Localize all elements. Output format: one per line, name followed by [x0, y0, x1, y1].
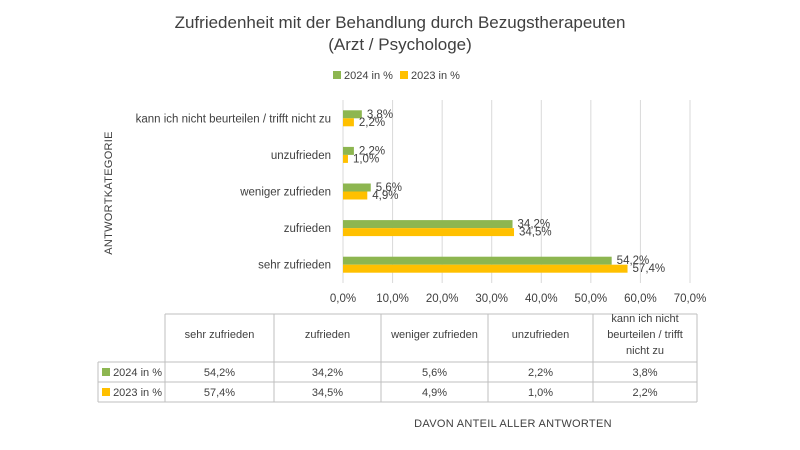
table-header: unzufrieden	[512, 329, 570, 341]
chart-title: Zufriedenheit mit der Behandlung durch B…	[175, 13, 626, 32]
table-row-swatch	[102, 368, 110, 376]
x-tick-label: 0,0%	[330, 293, 356, 305]
bar-2023	[343, 191, 368, 200]
table-header: weniger zufrieden	[390, 329, 478, 341]
table-row-label: 2023 in %	[113, 387, 162, 399]
table-header: zufrieden	[305, 329, 350, 341]
table-cell: 1,0%	[528, 387, 553, 399]
data-label: 34,2%	[518, 219, 551, 231]
table-row-swatch	[102, 388, 110, 396]
data-label: 4,9%	[372, 190, 398, 202]
data-label: 54,2%	[617, 255, 650, 267]
data-label: 3,8%	[367, 109, 393, 121]
legend-label: 2024 in %	[344, 70, 393, 82]
data-label: 2,2%	[359, 145, 385, 157]
legend-swatch-2024	[333, 71, 341, 79]
bar-2024	[343, 256, 612, 265]
table-cell: 57,4%	[204, 387, 235, 399]
bar-2024	[343, 146, 354, 155]
bar-2024	[343, 183, 371, 192]
gridlines	[342, 100, 691, 283]
chart-subtitle: (Arzt / Psychologe)	[328, 35, 472, 54]
table-cell: 5,6%	[422, 367, 447, 379]
x-tick-label: 50,0%	[575, 293, 608, 305]
bar-2023	[343, 118, 354, 127]
table-header: nicht zu	[626, 345, 664, 357]
category-label: sehr zufrieden	[258, 260, 331, 272]
table-cell: 2,2%	[528, 367, 553, 379]
bar-2023	[343, 264, 628, 273]
data-label: 34,5%	[519, 227, 552, 239]
x-tick-label: 30,0%	[475, 293, 508, 305]
bar-2023	[343, 154, 348, 163]
category-label: unzufrieden	[271, 150, 331, 162]
legend-label: 2023 in %	[411, 70, 460, 82]
x-tick-label: 40,0%	[525, 293, 558, 305]
x-tick-label: 10,0%	[376, 293, 409, 305]
table-cell: 54,2%	[204, 367, 235, 379]
table-row-label: 2024 in %	[113, 367, 162, 379]
y-axis-title: ANTWORTKATEGORIE	[103, 131, 115, 255]
table-header: kann ich nicht	[611, 313, 678, 325]
bars: 54,2%57,4%34,2%34,5%5,6%4,9%2,2%1,0%3,8%…	[343, 109, 665, 275]
data-label: 2,2%	[359, 117, 385, 129]
category-labels: sehr zufrieden zufrieden weniger zufrieden…	[136, 113, 331, 271]
table-header: beurteilen / trifft	[607, 329, 683, 341]
bar-2024	[343, 110, 362, 119]
data-label: 1,0%	[353, 153, 379, 165]
table-header: sehr zufrieden	[185, 329, 255, 341]
table-cell: 34,2%	[312, 367, 343, 379]
data-table: sehr zufrieden zufrieden weniger zufrieden…	[97, 313, 698, 403]
bar-2023	[343, 228, 515, 237]
table-cell: 34,5%	[312, 387, 343, 399]
category-label: kann ich nicht beurteilen / trifft nicht…	[136, 113, 331, 125]
table-cell: 4,9%	[422, 387, 447, 399]
table-cell: 3,8%	[632, 367, 657, 379]
legend-swatch-2023	[400, 71, 408, 79]
x-tick-label: 60,0%	[624, 293, 657, 305]
x-axis-title: DAVON ANTEIL ALLER ANTWORTEN	[414, 418, 612, 430]
category-label: weniger zufrieden	[239, 187, 331, 199]
legend: 2024 in % 2023 in %	[333, 70, 460, 82]
data-label: 57,4%	[633, 263, 666, 275]
x-tick-label: 20,0%	[426, 293, 459, 305]
bar-2024	[343, 220, 513, 229]
table-cell: 2,2%	[632, 387, 657, 399]
x-tick-labels: 0,0% 10,0% 20,0% 30,0% 40,0% 50,0% 60,0% 70,0%	[330, 293, 706, 305]
data-label: 5,6%	[376, 182, 402, 194]
category-label: zufrieden	[284, 223, 331, 235]
x-tick-label: 70,0%	[674, 293, 707, 305]
